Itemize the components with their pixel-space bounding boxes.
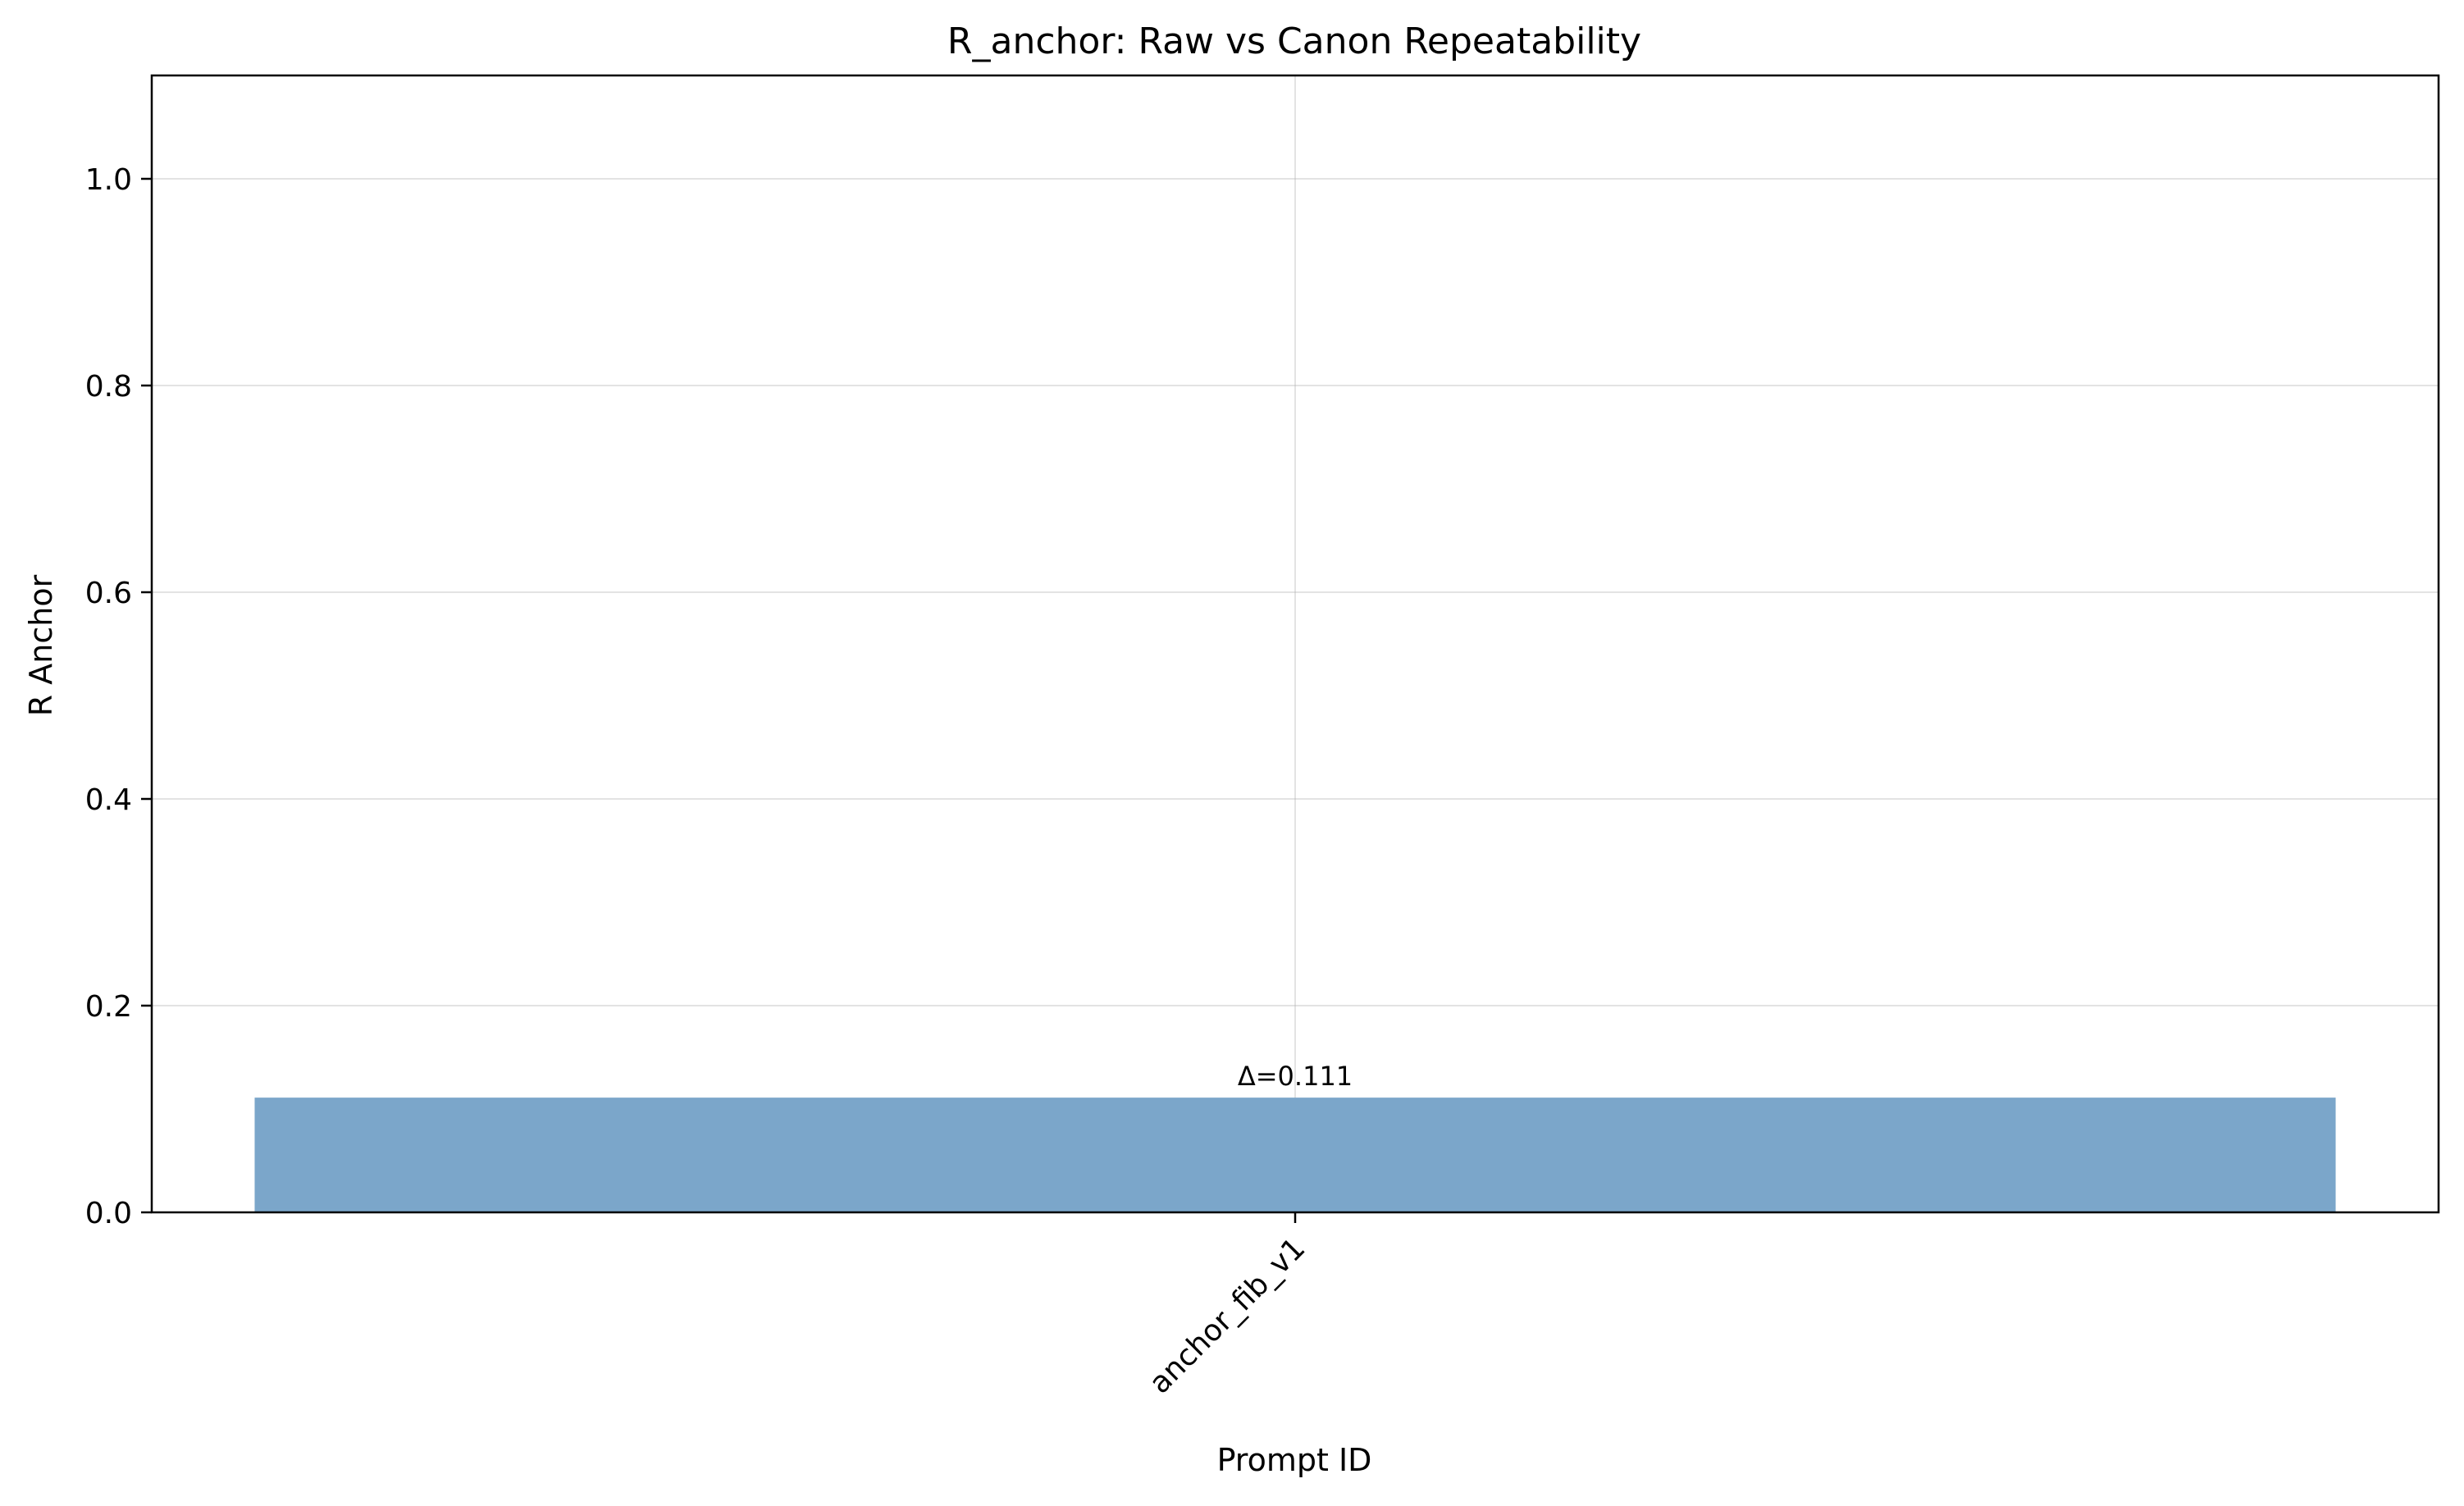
bars bbox=[254, 1098, 2336, 1212]
x-tick-label: anchor_fib_v1 bbox=[1143, 1231, 1312, 1400]
bar-delta-label: Δ=0.111 bbox=[1238, 1061, 1353, 1092]
x-axis-label: Prompt ID bbox=[1217, 1442, 1372, 1478]
bar-anchor_fib_v1 bbox=[254, 1098, 2336, 1212]
y-tick-label: 1.0 bbox=[85, 163, 132, 197]
grid bbox=[152, 75, 2439, 1213]
y-tick-label: 0.8 bbox=[85, 370, 132, 404]
y-tick-label: 0.0 bbox=[85, 1197, 132, 1230]
x-axis-ticks: anchor_fib_v1 bbox=[1143, 1212, 1312, 1400]
annotations: Δ=0.111 bbox=[1238, 1061, 1353, 1092]
y-tick-label: 0.2 bbox=[85, 990, 132, 1024]
y-tick-label: 0.6 bbox=[85, 577, 132, 610]
chart-title: R_anchor: Raw vs Canon Repeatability bbox=[947, 21, 1641, 62]
y-tick-label: 0.4 bbox=[85, 783, 132, 817]
y-axis-ticks: 0.0 0.2 0.4 0.6 0.8 1.0 bbox=[85, 163, 152, 1230]
y-axis-label: R Anchor bbox=[23, 574, 59, 716]
